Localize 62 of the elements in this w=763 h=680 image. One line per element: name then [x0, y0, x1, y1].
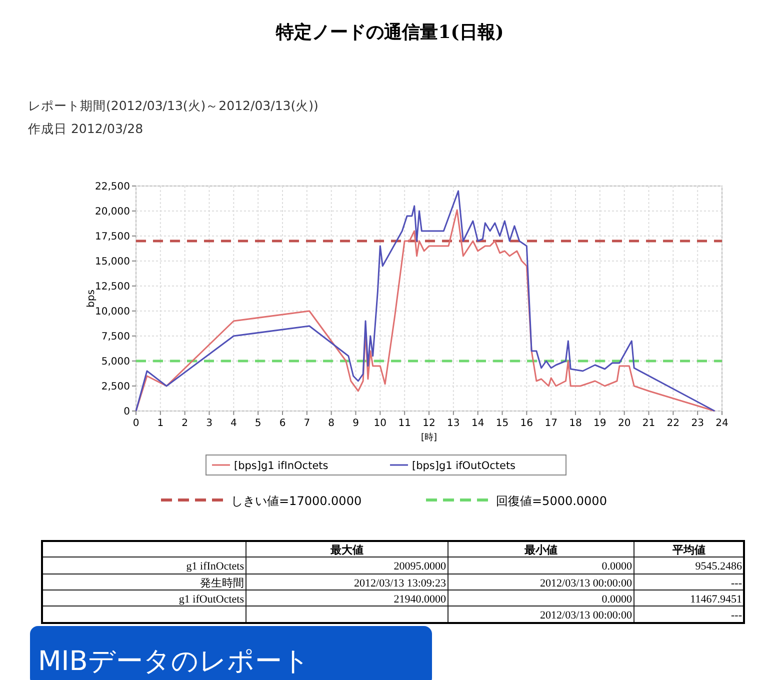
y-tick-label: 12,500: [95, 282, 130, 292]
chart-title: 特定ノードの通信量1(日報): [275, 22, 504, 43]
x-tick-label: 14: [471, 418, 484, 429]
x-tick-label: 0: [132, 418, 140, 429]
y-tick-label: 15,000: [95, 256, 130, 268]
text: 9545.2486: [695, 560, 742, 572]
y-tick-label: 7,500: [101, 332, 130, 342]
x-tick-label: 22: [666, 418, 680, 429]
text: 平均値: [672, 544, 706, 556]
text: 20095.0000: [394, 560, 446, 572]
text: g1 ifInOctets: [186, 560, 244, 572]
y-tick-label: 10,000: [95, 306, 130, 318]
legend-label: [bps]g1 ifInOctets: [234, 460, 328, 472]
text: 21940.0000: [394, 594, 446, 606]
x-tick-label: 4: [230, 418, 237, 429]
y-tick-label: 20,000: [95, 206, 130, 218]
text: ---: [731, 610, 742, 622]
y-tick-label: 0: [124, 406, 130, 418]
text: 最大値: [330, 544, 364, 556]
y-tick-label: 2,500: [101, 382, 130, 392]
x-tick-label: 21: [642, 418, 656, 429]
x-tick-label: 20: [618, 418, 631, 429]
x-tick-label: 6: [279, 418, 286, 429]
x-tick-label: 24: [716, 418, 728, 429]
x-tick-label: 5: [254, 418, 262, 429]
x-tick-label: 3: [206, 418, 212, 429]
y-tick-label: 22,500: [95, 182, 130, 192]
x-tick-label: 1: [157, 418, 164, 429]
x-tick-label: 17: [544, 418, 558, 429]
x-tick-label: 9: [352, 418, 359, 429]
x-tick-label: 11: [398, 418, 411, 429]
text: 作成日 2012/03/28: [27, 121, 144, 136]
y-axis-title: bps: [86, 290, 97, 308]
text: 0.0000: [602, 594, 632, 606]
x-tick-label: 10: [374, 418, 387, 429]
x-tick-label: 15: [496, 418, 509, 429]
x-tick-label: 16: [520, 418, 534, 429]
legend-label: [bps]g1 ifOutOctets: [412, 460, 516, 472]
text: 2012/03/13 00:00:00: [540, 578, 632, 590]
x-tick-label: 7: [304, 418, 310, 429]
x-tick-label: 12: [422, 418, 436, 429]
x-tick-label: 8: [328, 418, 335, 429]
text: 最小値: [524, 544, 558, 556]
text: ---: [731, 578, 742, 590]
y-tick-label: 5,000: [101, 356, 130, 368]
x-tick-label: 2: [182, 418, 188, 429]
y-tick-label: 17,500: [95, 232, 130, 242]
x-tick-label: 19: [594, 418, 606, 429]
x-tick-label: 18: [569, 418, 582, 429]
x-tick-label: 23: [691, 418, 704, 429]
chart-subtitle: レポート期間(2012/03/13(火)～2012/03/13(火)): [28, 98, 318, 113]
text: 2012/03/13 00:00:00: [540, 610, 632, 622]
text: 発生時間: [200, 576, 244, 590]
text: 2012/03/13 13:09:23: [354, 578, 446, 590]
legend-label: 回復値=5000.0000: [496, 494, 607, 508]
legend-label: しきい値=17000.0000: [231, 494, 362, 508]
text: MIBデータのレポート: [38, 646, 310, 677]
text: 0.0000: [602, 560, 632, 572]
text: g1 ifOutOctets: [178, 594, 244, 606]
x-axis-title: [時]: [420, 432, 438, 443]
x-tick-label: 13: [447, 418, 460, 429]
text: 11467.9451: [690, 594, 742, 606]
